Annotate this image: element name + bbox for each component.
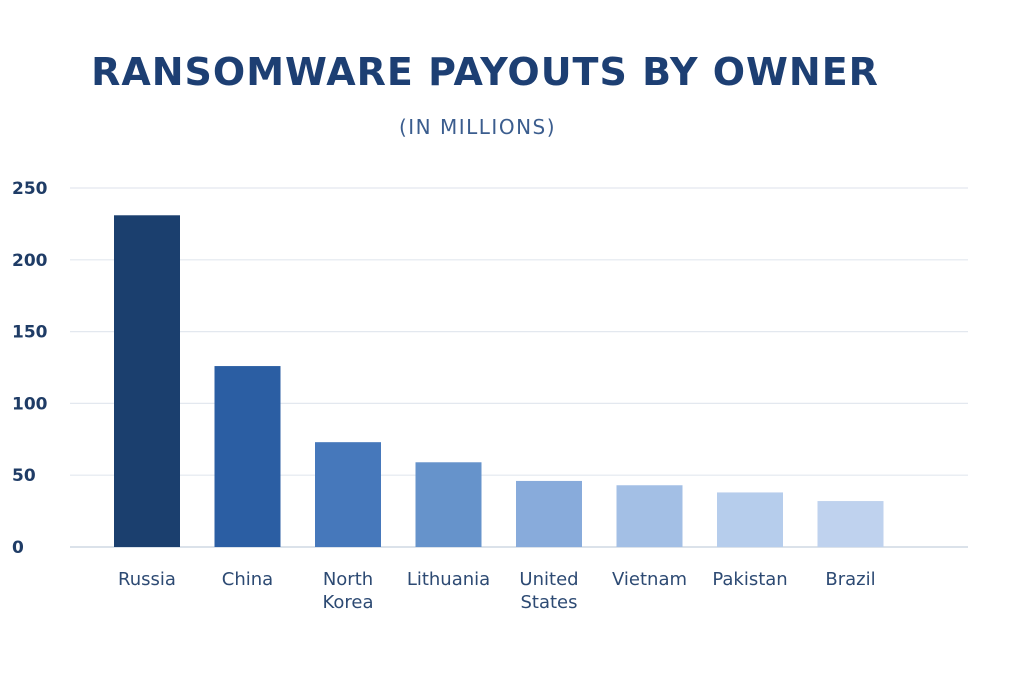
y-axis-tick-labels: 0 50 100 150 200 250 bbox=[12, 179, 48, 558]
bar-russia bbox=[114, 215, 180, 547]
y-tick-label: 50 bbox=[12, 466, 36, 486]
bar-pakistan bbox=[717, 492, 783, 547]
x-tick-label-line: Russia bbox=[118, 569, 176, 590]
x-tick-label-line: States bbox=[520, 592, 577, 613]
y-tick-label: 200 bbox=[12, 251, 48, 271]
bar-china bbox=[214, 366, 281, 547]
x-tick-label-line: North bbox=[323, 569, 373, 590]
x-tick-label: Pakistan bbox=[712, 569, 787, 590]
x-tick-label-line: China bbox=[222, 569, 273, 590]
y-tick-label: 100 bbox=[12, 394, 48, 414]
y-tick-label: 150 bbox=[12, 323, 48, 343]
x-tick-label-line: United bbox=[519, 569, 578, 590]
bar-north-korea bbox=[315, 442, 381, 547]
x-axis-tick-labels: Russia China North Korea Lithuania United Stat… bbox=[118, 569, 876, 613]
y-tick-label: 250 bbox=[12, 179, 48, 199]
x-tick-label: Vietnam bbox=[612, 569, 687, 590]
chart-subtitle: (IN MILLIONS) bbox=[398, 115, 557, 139]
x-tick-label-line: Vietnam bbox=[612, 569, 687, 590]
chart-title: RANSOMWARE PAYOUTS BY OWNER bbox=[91, 50, 879, 94]
bar-united-states bbox=[516, 480, 582, 547]
x-tick-label: Lithuania bbox=[407, 569, 490, 590]
x-tick-label: China bbox=[222, 569, 273, 590]
bar-vietnam bbox=[616, 485, 683, 547]
bar-lithuania bbox=[415, 462, 482, 547]
x-tick-label: United States bbox=[519, 569, 578, 613]
x-tick-label-line: Brazil bbox=[825, 569, 875, 590]
bars bbox=[114, 215, 884, 547]
x-tick-label: Russia bbox=[118, 569, 176, 590]
x-tick-label-line: Lithuania bbox=[407, 569, 490, 590]
x-tick-label: North Korea bbox=[322, 569, 373, 613]
bar-brazil bbox=[817, 501, 884, 547]
x-tick-label: Brazil bbox=[825, 569, 875, 590]
x-tick-label-line: Korea bbox=[322, 592, 373, 613]
x-tick-label-line: Pakistan bbox=[712, 569, 787, 590]
y-tick-label: 0 bbox=[12, 538, 24, 558]
